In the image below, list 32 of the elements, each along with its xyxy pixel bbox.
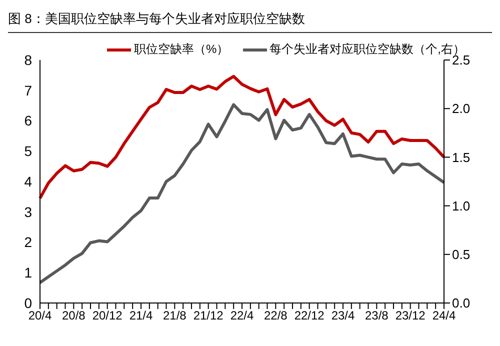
y-tick-label: 4 xyxy=(24,173,32,190)
x-tick-label: 24/4 xyxy=(432,308,456,323)
y2-tick-label: 1.0 xyxy=(452,198,470,214)
y-tick-label: 7 xyxy=(24,82,32,98)
x-tick-label: 23/12 xyxy=(395,308,426,323)
x-tick-label: 20/12 xyxy=(92,308,123,323)
x-tick-label: 22/8 xyxy=(264,308,288,323)
x-tick-label: 21/8 xyxy=(162,308,187,323)
line-series xyxy=(38,74,446,200)
x-tick-label: 21/12 xyxy=(193,308,224,323)
y2-tick-label: 1.5 xyxy=(452,150,470,165)
legend-label: 职位空缺率（%） xyxy=(134,41,229,58)
x-tick-label: 22/12 xyxy=(294,308,325,323)
y-tick-label: 3 xyxy=(24,204,32,220)
x-tick-label: 22/4 xyxy=(230,308,254,323)
y-tick-label: 1 xyxy=(24,264,32,281)
x-tick-label: 20/4 xyxy=(28,308,52,323)
x-tick-label: 20/8 xyxy=(62,308,86,323)
y2-tick-label: 0.5 xyxy=(452,247,470,262)
x-tick-label: 23/4 xyxy=(331,308,355,323)
x-tick-label: 21/4 xyxy=(129,308,153,323)
line-series xyxy=(38,103,446,284)
y-tick-label: 5 xyxy=(24,143,32,160)
y-tick-label: 6 xyxy=(24,112,32,129)
y-tick-label: 0 xyxy=(24,294,32,311)
x-tick-label: 23/8 xyxy=(364,308,389,323)
y2-tick-label: 2.0 xyxy=(452,101,470,116)
y-tick-label: 8 xyxy=(24,52,32,68)
chart-title: 图 8：美国职位空缺率与每个失业者对应职位空缺数 xyxy=(8,8,492,33)
y-tick-label: 2 xyxy=(24,234,32,250)
legend-label: 每个失业者对应职位空缺数（个,右） xyxy=(270,41,465,56)
y2-tick-label: 0.0 xyxy=(452,296,470,311)
